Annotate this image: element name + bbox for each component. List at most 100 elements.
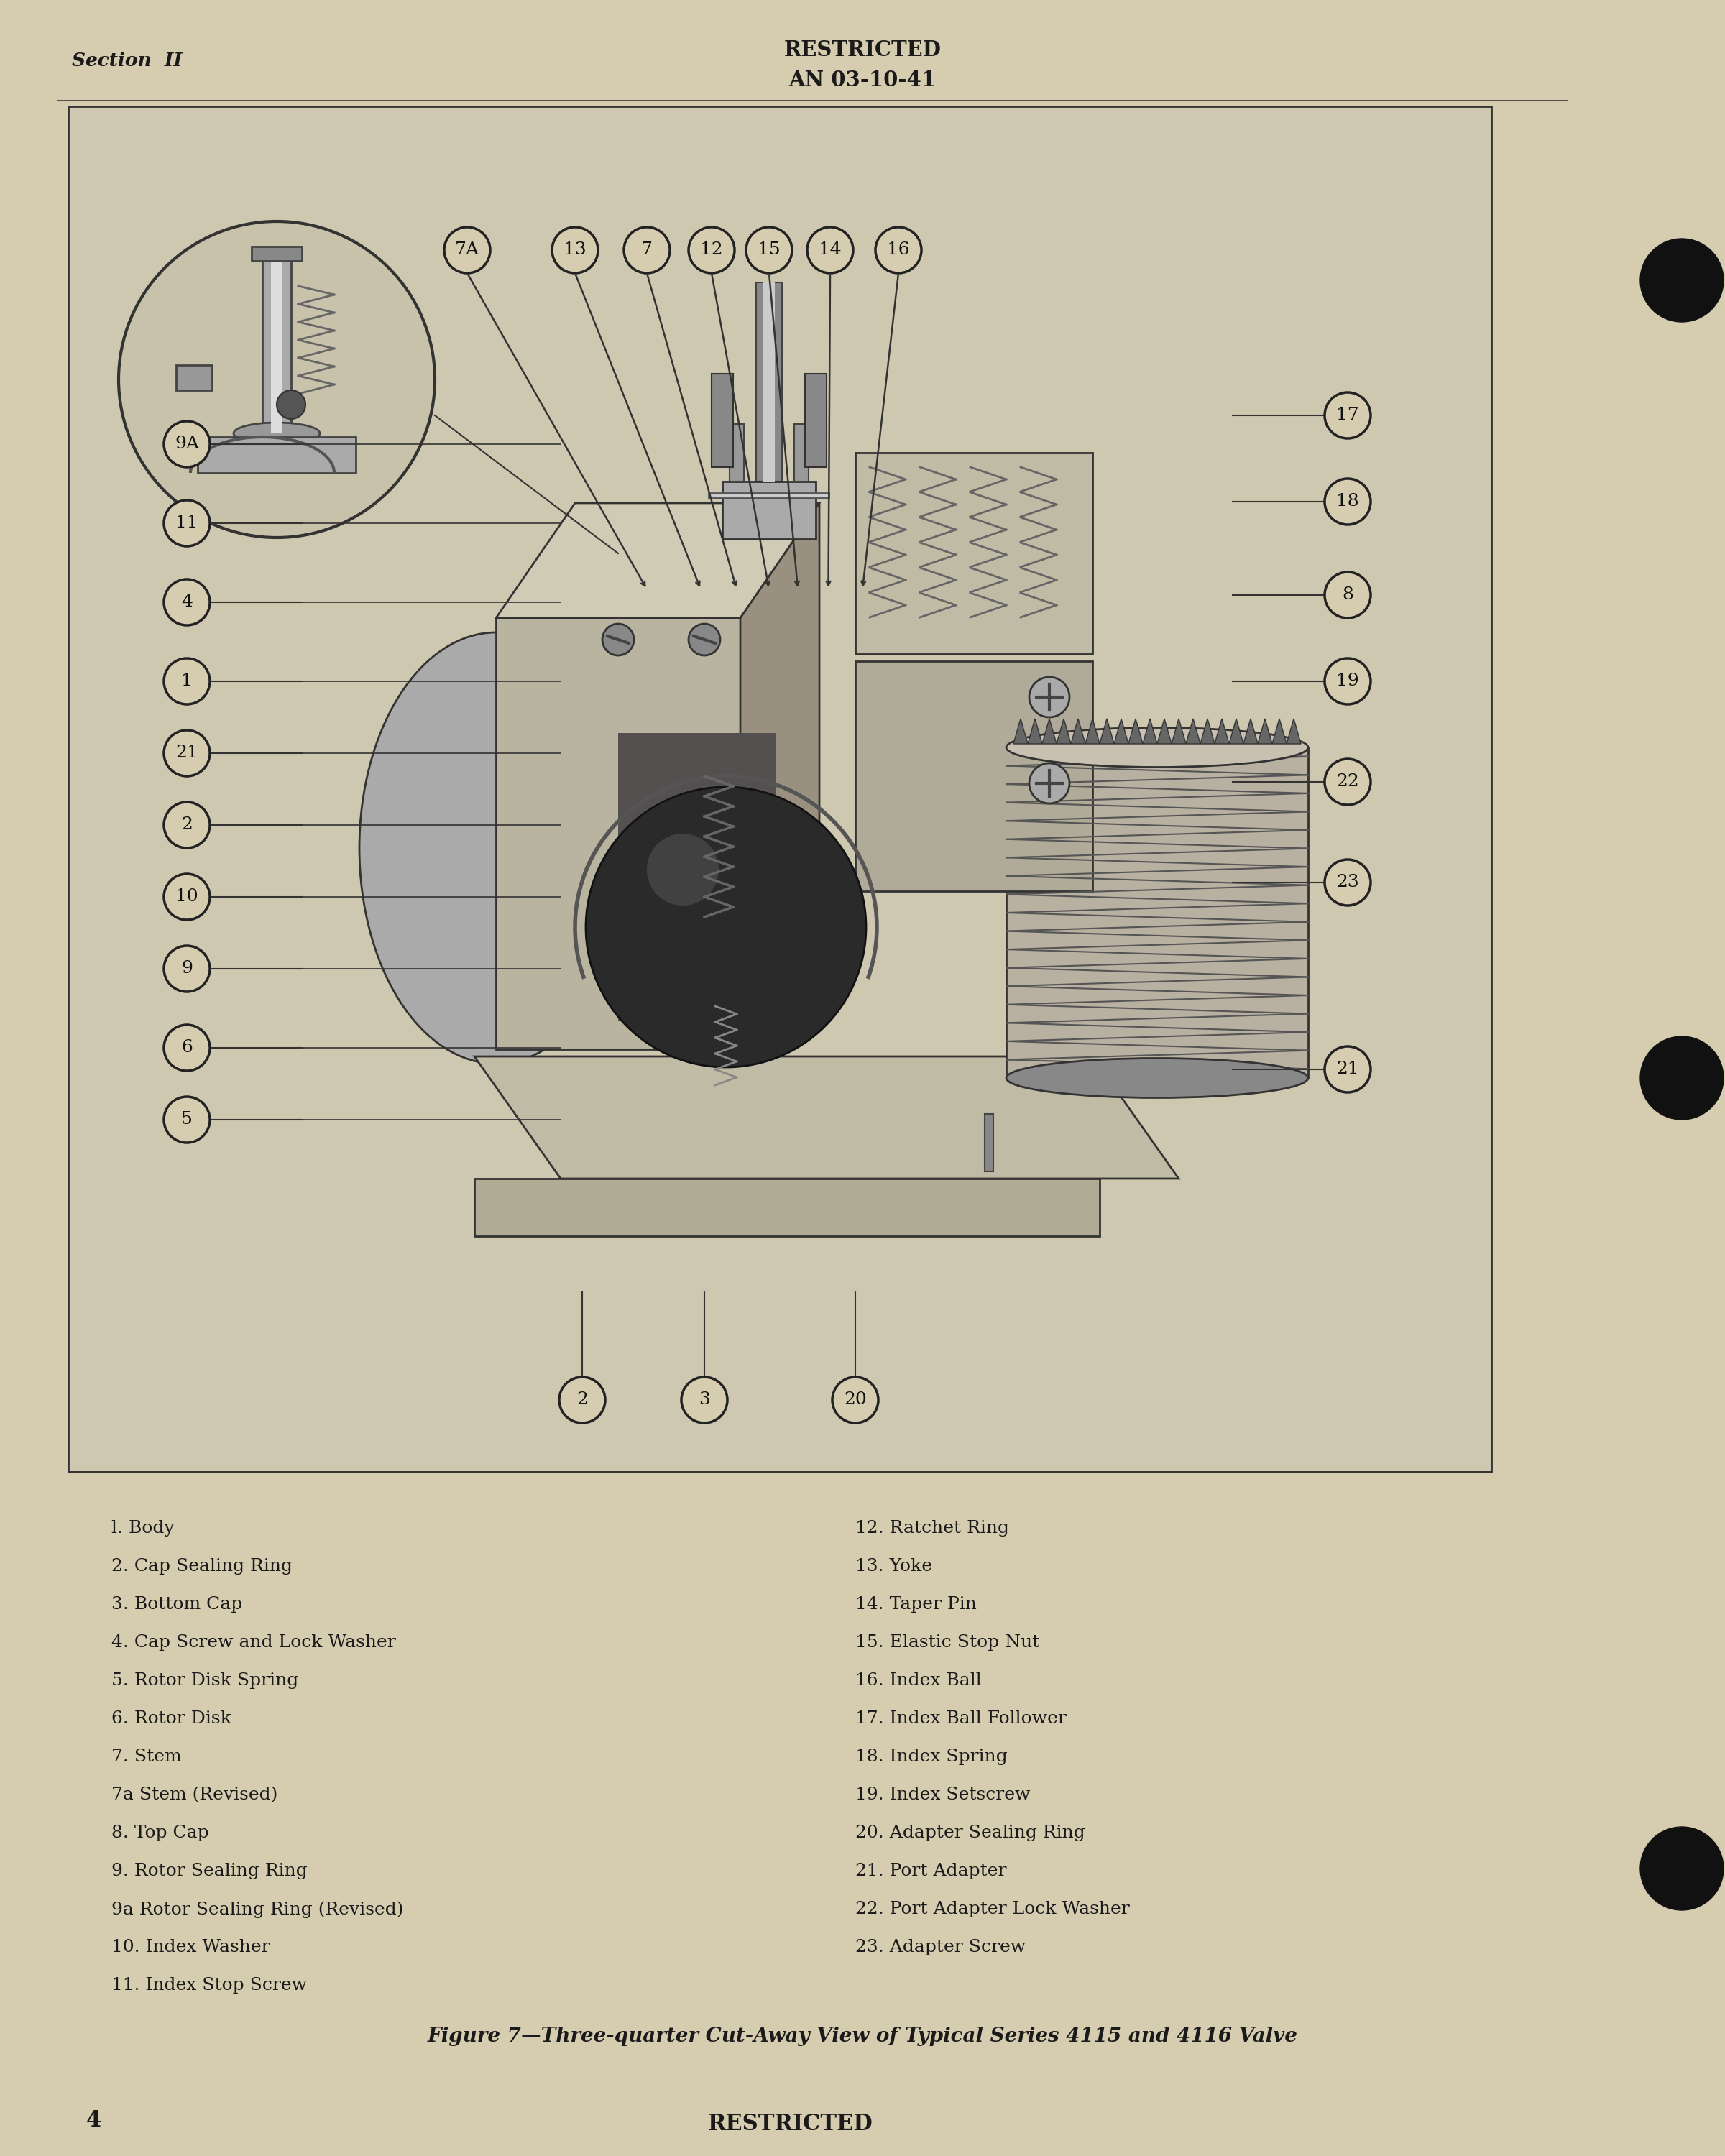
Polygon shape xyxy=(1101,718,1114,744)
Text: 14. Taper Pin: 14. Taper Pin xyxy=(856,1595,976,1613)
Polygon shape xyxy=(1128,718,1144,744)
Circle shape xyxy=(119,222,435,537)
Circle shape xyxy=(647,834,719,906)
Text: 16: 16 xyxy=(887,241,909,259)
Text: 2: 2 xyxy=(576,1393,588,1408)
Polygon shape xyxy=(1287,718,1301,744)
Text: 7a Stem (Revised): 7a Stem (Revised) xyxy=(112,1787,278,1802)
Text: 8: 8 xyxy=(1342,586,1354,604)
Text: 10: 10 xyxy=(176,888,198,906)
Bar xyxy=(497,619,740,1050)
Bar xyxy=(69,106,1492,1473)
Bar xyxy=(1006,748,1308,1078)
Text: 22: 22 xyxy=(1337,774,1359,791)
Polygon shape xyxy=(1056,718,1071,744)
Circle shape xyxy=(1325,1046,1371,1093)
Text: l. Body: l. Body xyxy=(112,1520,174,1537)
Text: 15: 15 xyxy=(757,241,780,259)
Text: 2. Cap Sealing Ring: 2. Cap Sealing Ring xyxy=(112,1559,293,1574)
Bar xyxy=(856,662,1092,890)
Text: RESTRICTED: RESTRICTED xyxy=(707,2113,873,2134)
Ellipse shape xyxy=(1006,729,1308,768)
Polygon shape xyxy=(1071,718,1085,744)
Text: 19: 19 xyxy=(1337,673,1359,690)
Bar xyxy=(252,246,302,261)
Text: 9A: 9A xyxy=(174,436,198,453)
Text: 20. Adapter Sealing Ring: 20. Adapter Sealing Ring xyxy=(856,1824,1085,1841)
Circle shape xyxy=(1325,392,1371,438)
Text: AN 03-10-41: AN 03-10-41 xyxy=(788,69,937,91)
Circle shape xyxy=(602,623,635,655)
Text: 17. Index Ball Follower: 17. Index Ball Follower xyxy=(856,1710,1066,1727)
Polygon shape xyxy=(1273,718,1287,744)
Bar xyxy=(756,282,781,481)
Polygon shape xyxy=(1187,718,1201,744)
Circle shape xyxy=(164,500,210,545)
Text: 2: 2 xyxy=(181,817,193,834)
Text: 15. Elastic Stop Nut: 15. Elastic Stop Nut xyxy=(856,1634,1040,1651)
Circle shape xyxy=(807,226,854,274)
Circle shape xyxy=(164,1024,210,1072)
Circle shape xyxy=(1640,1826,1723,1910)
Circle shape xyxy=(876,226,921,274)
Circle shape xyxy=(276,390,305,418)
Ellipse shape xyxy=(359,632,633,1063)
Text: 9a Rotor Sealing Ring (Revised): 9a Rotor Sealing Ring (Revised) xyxy=(112,1902,404,1919)
Circle shape xyxy=(164,946,210,992)
Circle shape xyxy=(1030,677,1070,718)
Polygon shape xyxy=(1042,718,1056,744)
Text: 6. Rotor Disk: 6. Rotor Disk xyxy=(112,1710,231,1727)
Text: 12: 12 xyxy=(700,241,723,259)
Polygon shape xyxy=(1114,718,1128,744)
Text: 3: 3 xyxy=(699,1393,711,1408)
Circle shape xyxy=(1640,1037,1723,1119)
Circle shape xyxy=(552,226,599,274)
Polygon shape xyxy=(1157,718,1171,744)
Bar xyxy=(730,425,743,481)
Circle shape xyxy=(1325,571,1371,619)
Text: 22. Port Adapter Lock Washer: 22. Port Adapter Lock Washer xyxy=(856,1902,1130,1917)
Text: 5: 5 xyxy=(181,1112,193,1128)
Circle shape xyxy=(1325,860,1371,906)
Circle shape xyxy=(1325,658,1371,705)
Polygon shape xyxy=(1228,718,1244,744)
Circle shape xyxy=(559,1378,605,1423)
Text: 17: 17 xyxy=(1337,407,1359,423)
Bar xyxy=(271,254,283,433)
Text: 8. Top Cap: 8. Top Cap xyxy=(112,1824,209,1841)
Text: 3. Bottom Cap: 3. Bottom Cap xyxy=(112,1595,243,1613)
Text: 13. Yoke: 13. Yoke xyxy=(856,1559,932,1574)
Circle shape xyxy=(164,731,210,776)
Text: Section  II: Section II xyxy=(72,52,183,69)
Circle shape xyxy=(164,802,210,847)
Circle shape xyxy=(1030,763,1070,804)
Polygon shape xyxy=(1244,718,1258,744)
Text: 14: 14 xyxy=(819,241,842,259)
Circle shape xyxy=(747,226,792,274)
Circle shape xyxy=(681,1378,728,1423)
Bar xyxy=(198,438,355,472)
Bar xyxy=(474,1179,1101,1235)
Text: 23. Adapter Screw: 23. Adapter Screw xyxy=(856,1938,1026,1955)
Text: 4. Cap Screw and Lock Washer: 4. Cap Screw and Lock Washer xyxy=(112,1634,395,1651)
Text: 21: 21 xyxy=(176,746,198,761)
Text: 11. Index Stop Screw: 11. Index Stop Screw xyxy=(112,1977,307,1994)
Text: RESTRICTED: RESTRICTED xyxy=(783,39,942,60)
Text: 20: 20 xyxy=(844,1393,866,1408)
Text: 7A: 7A xyxy=(455,241,480,259)
Circle shape xyxy=(164,873,210,921)
Ellipse shape xyxy=(233,423,319,444)
Text: 5. Rotor Disk Spring: 5. Rotor Disk Spring xyxy=(112,1673,298,1688)
Bar xyxy=(794,425,809,481)
Polygon shape xyxy=(1014,718,1028,744)
Polygon shape xyxy=(618,733,776,1020)
Polygon shape xyxy=(1085,718,1101,744)
Bar xyxy=(806,373,826,468)
Circle shape xyxy=(624,226,669,274)
Polygon shape xyxy=(1171,718,1187,744)
Circle shape xyxy=(1640,239,1723,321)
Circle shape xyxy=(833,1378,878,1423)
Text: 6: 6 xyxy=(181,1039,193,1056)
Circle shape xyxy=(164,580,210,625)
Text: 18. Index Spring: 18. Index Spring xyxy=(856,1749,1007,1766)
